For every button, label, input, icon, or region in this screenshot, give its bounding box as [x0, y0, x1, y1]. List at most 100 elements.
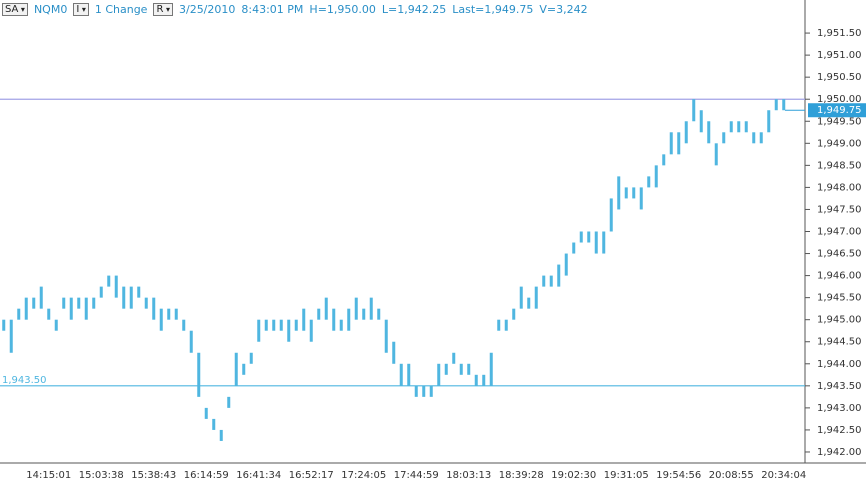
bar — [512, 308, 516, 320]
low: L=1,942.25 — [381, 2, 447, 16]
bar — [39, 286, 43, 309]
bar — [774, 99, 778, 111]
bar — [17, 308, 21, 320]
interval: 1 Change — [94, 2, 148, 16]
x-tick-label: 16:52:17 — [289, 470, 334, 481]
y-tick-label: 1,947.00 — [817, 227, 862, 238]
bar — [129, 286, 133, 309]
x-tick-label: 14:15:01 — [26, 470, 71, 481]
x-tick-label: 15:03:38 — [79, 470, 124, 481]
x-tick-label: 15:38:43 — [131, 470, 176, 481]
bar — [332, 308, 336, 331]
bar — [594, 231, 598, 254]
bar — [647, 176, 651, 188]
bar — [249, 352, 253, 364]
bar — [684, 121, 688, 144]
bar — [294, 319, 298, 331]
reference-label: 1,943.50 — [2, 375, 47, 386]
bar — [99, 286, 103, 298]
bar — [429, 385, 433, 397]
bar — [227, 396, 231, 408]
bar — [669, 132, 673, 155]
bar — [459, 363, 463, 375]
bar — [257, 319, 261, 342]
x-tick-label: 19:02:30 — [551, 470, 596, 481]
bar — [272, 319, 276, 331]
bar — [752, 132, 756, 144]
volume: V=3,242 — [539, 2, 588, 16]
y-tick-label: 1,951.00 — [817, 50, 862, 61]
bar — [84, 297, 88, 320]
symbol-menu[interactable]: SA — [2, 2, 28, 16]
bar — [107, 275, 111, 287]
y-tick-label: 1,944.50 — [817, 337, 862, 348]
toolbar: SA NQM0 I 1 Change R 3/25/2010 8:43:01 P… — [2, 2, 588, 16]
bar — [744, 121, 748, 133]
bar — [662, 154, 666, 166]
bar — [504, 319, 508, 331]
bar — [639, 187, 643, 210]
bar — [534, 286, 538, 309]
bar — [24, 297, 28, 320]
bar — [759, 132, 763, 144]
bar — [302, 308, 306, 331]
bar — [324, 297, 328, 320]
bar — [497, 319, 501, 331]
bar — [767, 110, 771, 133]
bar — [32, 297, 36, 309]
bar — [47, 308, 51, 320]
x-tick-label: 18:03:13 — [446, 470, 491, 481]
bar — [549, 275, 553, 287]
bar — [617, 176, 621, 210]
bar — [347, 308, 351, 331]
bar — [9, 319, 13, 353]
bar — [467, 363, 471, 375]
bar — [144, 297, 148, 309]
y-tick-label: 1,947.50 — [817, 204, 862, 215]
bar — [182, 319, 186, 331]
bar — [264, 319, 268, 331]
bar — [204, 407, 208, 419]
bar — [692, 99, 696, 122]
y-tick-label: 1,942.50 — [817, 425, 862, 436]
x-tick-label: 20:08:55 — [709, 470, 754, 481]
bar — [729, 121, 733, 133]
bar — [384, 319, 388, 353]
x-tick-label: 20:34:04 — [761, 470, 806, 481]
y-tick-label: 1,948.00 — [817, 182, 862, 193]
bar — [677, 132, 681, 155]
x-tick-label: 16:14:59 — [184, 470, 229, 481]
bar — [212, 418, 216, 430]
y-tick-label: 1,946.00 — [817, 271, 862, 282]
bar — [339, 319, 343, 331]
x-tick-label: 18:39:28 — [499, 470, 544, 481]
y-tick-label: 1,950.50 — [817, 72, 862, 83]
bar — [317, 308, 321, 320]
bar — [309, 319, 313, 342]
bar — [557, 264, 561, 287]
x-tick-label: 17:24:05 — [341, 470, 386, 481]
bar — [587, 231, 591, 243]
bar — [362, 308, 366, 320]
range-menu[interactable]: R — [153, 2, 173, 16]
last: Last=1,949.75 — [452, 2, 534, 16]
y-tick-label: 1,945.50 — [817, 293, 862, 304]
bar — [542, 275, 546, 287]
y-tick-label: 1,949.00 — [817, 138, 862, 149]
bar — [737, 121, 741, 133]
bar — [482, 374, 486, 386]
bar — [452, 352, 456, 364]
interval-menu[interactable]: I — [73, 2, 89, 16]
bar — [122, 286, 126, 309]
y-tick-label: 1,948.50 — [817, 160, 862, 171]
bar — [167, 308, 171, 320]
x-tick-label: 19:31:05 — [604, 470, 649, 481]
bar — [92, 297, 96, 309]
bar — [782, 99, 786, 111]
bar — [369, 297, 373, 320]
bar — [722, 132, 726, 144]
time: 8:43:01 PM — [241, 2, 304, 16]
bar — [377, 308, 381, 320]
